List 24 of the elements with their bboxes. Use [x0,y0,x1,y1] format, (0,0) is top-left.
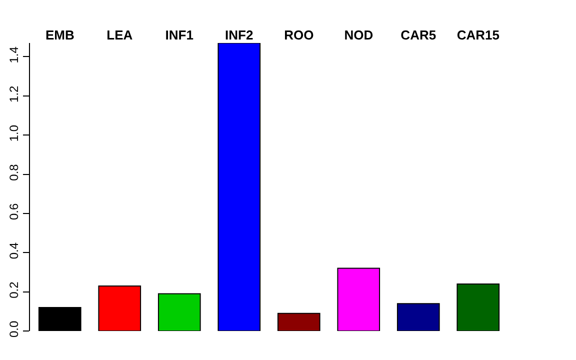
x-tick-label: CAR15 [456,27,500,42]
y-tick-label: 0.4 [7,242,22,260]
y-tick-label: 1.4 [7,46,22,64]
bar [38,306,82,331]
x-tick-label: NOD [344,27,374,42]
bar [158,293,201,331]
bar [396,303,440,331]
y-tick-label: 0.6 [7,202,22,220]
bar [218,43,261,331]
x-tick-label: LEA [106,27,134,42]
bar [277,312,320,331]
x-tick-label: ROO [284,27,314,42]
x-tick-label: INF2 [225,27,254,42]
y-tick-label: 0.8 [7,164,22,181]
x-tick-label: INF1 [165,27,194,42]
bar [337,268,380,331]
bar [98,285,142,331]
y-tick-label: 0.2 [7,281,22,298]
y-tick-label: 1.0 [7,124,22,142]
x-tick-label: EMB [45,27,74,42]
bar [456,283,500,331]
y-tick-label: 0.0 [7,320,22,338]
y-tick-label: 1.2 [7,85,22,102]
x-tick-label: CAR5 [400,27,436,42]
